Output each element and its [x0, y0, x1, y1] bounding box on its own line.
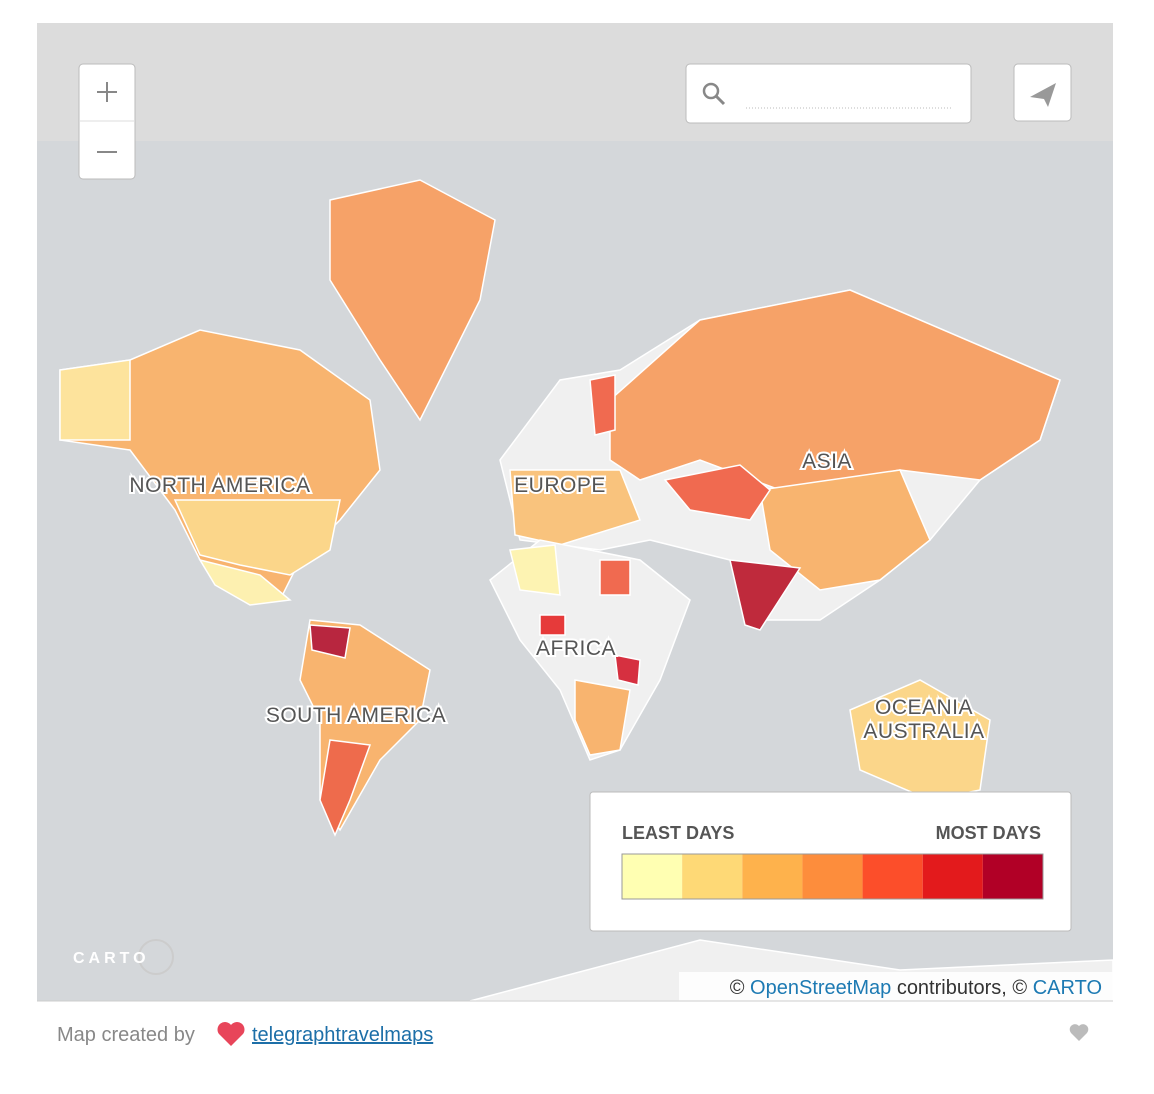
legend-swatch	[682, 854, 743, 899]
argentina	[319, 739, 372, 837]
author-link[interactable]: telegraphtravelmaps	[252, 1024, 433, 1046]
logo-ring	[138, 939, 174, 975]
russia	[609, 289, 1061, 491]
search	[685, 63, 972, 124]
search-icon	[702, 82, 720, 100]
locate-control	[1013, 63, 1072, 122]
usa	[173, 499, 341, 576]
legend-low: LEAST DAYS	[622, 823, 734, 843]
legend-swatch	[922, 854, 983, 899]
locate-icon	[1030, 83, 1056, 107]
footer-text: Map created by	[57, 1024, 195, 1046]
search-icon	[714, 94, 726, 106]
attribution-text: contributors, ©	[897, 977, 1028, 999]
region-label: SOUTH AMERICA	[266, 704, 446, 727]
legend-swatch	[742, 854, 803, 899]
osm-link[interactable]: OpenStreetMap	[750, 977, 891, 999]
plus-icon	[97, 82, 117, 102]
legend-scale-border	[621, 853, 1044, 900]
india	[729, 559, 802, 631]
carto-logo: CARTO	[73, 950, 150, 967]
legend-high: MOST DAYS	[936, 823, 1041, 843]
australia	[849, 679, 991, 801]
legend-swatch	[802, 854, 863, 899]
heart-icon	[217, 1022, 245, 1046]
zoom-out[interactable]	[79, 121, 135, 179]
china	[759, 469, 931, 591]
kenya	[614, 654, 641, 686]
mexico	[198, 558, 292, 606]
logo: CARTO	[73, 939, 174, 975]
algeria	[509, 544, 561, 596]
region-label: OCEANIA	[875, 696, 973, 719]
legend: LEAST DAYS MOST DAYS	[589, 791, 1072, 932]
attribution-bg	[679, 972, 1113, 1001]
like-button[interactable]	[1069, 1024, 1089, 1041]
egypt	[599, 559, 631, 596]
region-label: AFRICA	[536, 637, 616, 660]
land	[59, 179, 1114, 1002]
southern-africa	[574, 679, 631, 756]
europe	[509, 469, 641, 546]
region-label: EUROPE	[514, 474, 606, 497]
search-box[interactable]	[685, 63, 972, 124]
region-label: ASIA	[802, 450, 852, 473]
nigeria	[539, 614, 566, 636]
region-label: AUSTRALIA	[863, 720, 984, 743]
attribution: © OpenStreetMap contributors, © CARTO	[730, 977, 1102, 999]
legend-scale	[621, 853, 1044, 900]
region-labels: NORTH AMERICA EUROPE ASIA AFRICA SOUTH A…	[127, 448, 986, 745]
kazakhstan	[663, 464, 771, 521]
colombia	[309, 624, 351, 659]
legend-swatch	[982, 854, 1043, 899]
finland	[589, 374, 616, 436]
alaska	[59, 359, 131, 441]
greenland	[329, 179, 496, 422]
legend-swatch	[862, 854, 923, 899]
africa	[489, 539, 691, 761]
region-label: NORTH AMERICA	[129, 474, 310, 497]
zoom-control	[78, 63, 136, 180]
attribution-text: ©	[730, 977, 745, 999]
carto-link[interactable]: CARTO	[1033, 977, 1102, 999]
legend-swatch	[622, 854, 683, 899]
